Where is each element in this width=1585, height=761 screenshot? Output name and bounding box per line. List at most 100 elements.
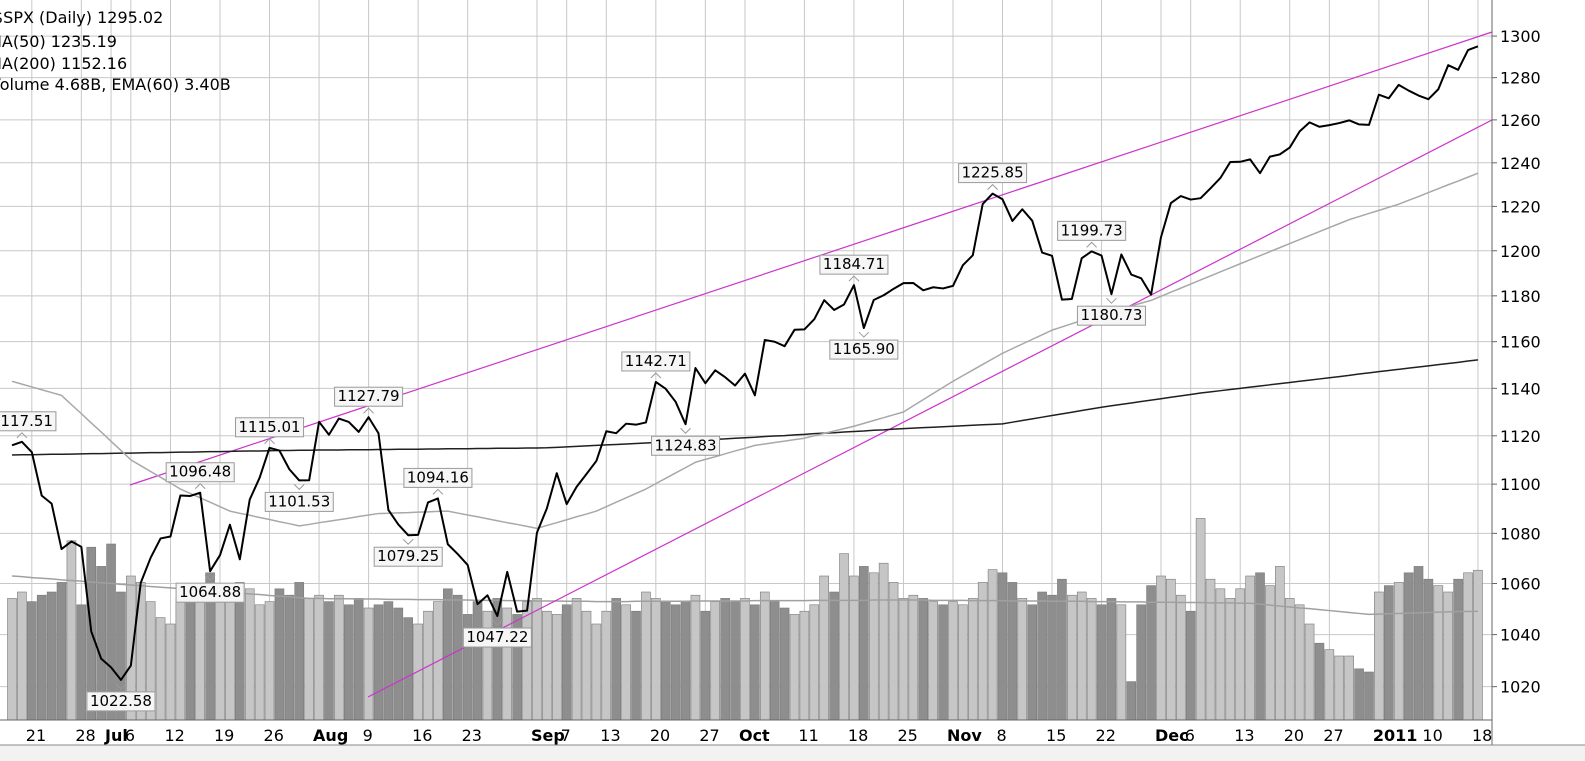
volume-bar	[1344, 655, 1354, 721]
value-label: 1165.90	[833, 340, 895, 358]
value-label: 1124.83	[655, 436, 717, 454]
volume-bar	[730, 601, 740, 721]
y-tick-label: 1160	[1500, 333, 1541, 352]
value-label-box	[165, 462, 235, 483]
value-label-box	[829, 339, 899, 360]
volume-bar	[918, 598, 929, 721]
volume-bar	[334, 594, 344, 721]
y-tick-label: 1060	[1500, 574, 1541, 593]
y-tick-label: 1300	[1500, 27, 1541, 46]
volume-bar	[720, 598, 730, 721]
volume-bar	[1007, 582, 1018, 721]
label-pointer	[16, 432, 28, 439]
volume-bar	[1047, 594, 1057, 721]
value-label: 1180.73	[1080, 306, 1142, 324]
volume-bar	[581, 610, 592, 721]
volume-bar	[403, 617, 414, 721]
x-tick-label: 26	[264, 726, 284, 745]
volume-bar	[1255, 572, 1265, 721]
volume-bar	[76, 604, 87, 721]
x-tick-label: 12	[164, 726, 184, 745]
volume-bar	[7, 598, 17, 721]
volume-bar	[987, 569, 998, 721]
label-pointer	[115, 683, 127, 690]
y-tick-label: 1100	[1500, 475, 1541, 494]
volume-bar	[1364, 671, 1374, 721]
value-label: 1064.88	[179, 583, 241, 601]
value-label-box	[958, 163, 1028, 184]
volume-bar	[215, 588, 225, 721]
value-label-box	[403, 467, 473, 488]
volume-bar	[977, 582, 988, 721]
price-lines	[11, 45, 1479, 681]
volume-bar	[759, 591, 770, 721]
volume-bar	[1453, 578, 1463, 721]
volume-bar	[878, 562, 889, 721]
label-pointer	[848, 275, 860, 282]
volume-bar	[1413, 566, 1424, 721]
volume-bar	[651, 598, 661, 721]
value-label: 1079.25	[377, 547, 439, 565]
volume-bar	[641, 591, 651, 721]
value-label-box	[819, 254, 889, 275]
x-tick-label: 2011	[1373, 726, 1418, 745]
trend-lines	[129, 31, 1493, 698]
x-tick-label: 6	[1185, 726, 1195, 745]
volume-bar	[1096, 604, 1107, 721]
x-tick-label: 18	[1472, 726, 1492, 745]
label-pointer	[650, 372, 662, 379]
volume-bar	[1245, 575, 1255, 721]
volume-bar	[740, 598, 750, 721]
volume-bar	[175, 598, 186, 721]
volume-bar	[1215, 588, 1226, 721]
volume-bar	[155, 617, 166, 721]
value-label: 1115.01	[239, 418, 301, 436]
label-pointer	[293, 484, 305, 491]
volume-bar	[225, 591, 235, 721]
y-tick-label: 1080	[1500, 524, 1541, 543]
volume-bar	[284, 594, 295, 721]
value-label-box	[373, 546, 443, 567]
axes: 1020104010601080110011201140116011801200…	[26, 27, 1541, 745]
volume-bar	[1463, 572, 1473, 721]
label-pointer	[194, 483, 206, 490]
value-label: 1225.85	[962, 164, 1024, 182]
volume-bar	[324, 601, 334, 721]
x-tick-label: 20	[1284, 726, 1304, 745]
ema-line	[11, 359, 1479, 456]
volume-bar	[1284, 598, 1295, 721]
x-tick-label: 13	[1234, 726, 1254, 745]
volume-bar	[571, 598, 582, 721]
label-pointer	[491, 619, 503, 626]
volume-bar	[254, 604, 265, 721]
volume-bar	[373, 604, 384, 721]
volume-bar	[938, 604, 948, 721]
volume-bar	[36, 594, 47, 721]
volume-bar	[1393, 582, 1404, 721]
volume-bar	[1403, 572, 1414, 721]
x-tick-label: Aug	[313, 726, 348, 745]
x-tick-label: 18	[848, 726, 868, 745]
volume-bar	[849, 575, 859, 721]
volume-bar	[1037, 591, 1047, 721]
x-tick-label: 23	[462, 726, 482, 745]
x-tick-label: Jul	[104, 726, 128, 745]
volume-bar	[1314, 642, 1325, 721]
volume-bar	[710, 601, 721, 721]
volume-bar	[948, 601, 958, 721]
value-label: 1022.58	[90, 692, 152, 710]
value-label-box	[0, 411, 57, 432]
volume-bar	[967, 598, 978, 721]
volume-bar	[472, 601, 483, 721]
volume-bar	[343, 604, 354, 721]
volume-bar	[383, 601, 394, 721]
volume-bar	[1067, 594, 1077, 721]
volume-bar	[314, 594, 324, 721]
volume-bar	[611, 598, 622, 721]
x-tick-label: 27	[699, 726, 719, 745]
volume-bar	[700, 610, 711, 721]
volume-bar	[997, 572, 1008, 721]
x-tick-label: 19	[214, 726, 234, 745]
right-axis-panel	[1492, 0, 1585, 761]
label-pointer	[432, 488, 444, 495]
